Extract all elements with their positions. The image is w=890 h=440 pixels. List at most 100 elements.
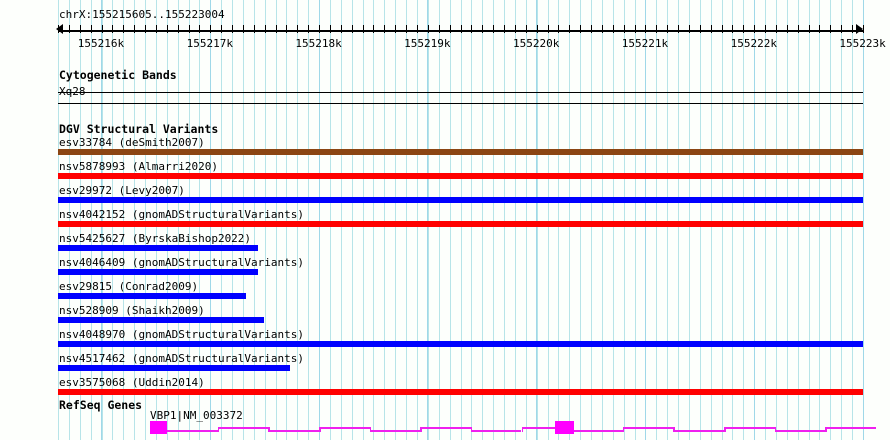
gene-intron-line xyxy=(318,427,370,429)
variant-bar[interactable] xyxy=(58,293,246,299)
gridline xyxy=(700,0,701,440)
ruler-tick xyxy=(221,25,222,33)
ruler-tick xyxy=(732,25,733,33)
gridline xyxy=(461,0,462,440)
refseq-section-title: RefSeq Genes xyxy=(59,398,143,412)
ruler-tick xyxy=(656,25,657,33)
gridline xyxy=(395,0,396,440)
variant-label[interactable]: nsv5878993 (Almarri2020) xyxy=(59,160,218,173)
ruler-tick xyxy=(91,25,92,33)
ruler-tick xyxy=(69,25,70,33)
variant-label[interactable]: esv3575068 (Uddin2014) xyxy=(59,376,205,389)
ruler-tick xyxy=(199,25,200,33)
ruler-tick xyxy=(493,25,494,33)
gridline xyxy=(450,0,451,440)
gridline xyxy=(439,0,440,440)
gene-intron-line xyxy=(470,430,522,432)
ruler-tick xyxy=(134,25,135,33)
gridline-major xyxy=(863,0,864,440)
ruler-tick xyxy=(102,25,103,33)
gridline xyxy=(373,0,374,440)
ruler-tick xyxy=(384,25,385,33)
variant-bar[interactable] xyxy=(58,269,258,275)
gridline xyxy=(308,0,309,440)
gridline xyxy=(809,0,810,440)
gene-intron-riser xyxy=(521,427,524,432)
variant-bar[interactable] xyxy=(58,341,863,347)
gridline xyxy=(656,0,657,440)
gridline xyxy=(428,0,429,440)
gene-intron-riser xyxy=(268,427,270,432)
gridline xyxy=(819,0,820,440)
ruler-tick xyxy=(254,25,255,33)
gene-intron-line xyxy=(724,427,775,429)
variant-bar[interactable] xyxy=(58,389,863,395)
variant-bar[interactable] xyxy=(58,221,863,227)
gridline xyxy=(591,0,592,440)
gridline xyxy=(613,0,614,440)
variant-label[interactable]: nsv4517462 (gnomADStructuralVariants) xyxy=(59,352,305,365)
ruler-tick xyxy=(613,25,614,33)
ruler-tick xyxy=(548,25,549,33)
ruler-tick xyxy=(471,25,472,33)
gridline xyxy=(406,0,407,440)
gene-label[interactable]: VBP1|NM_003372 xyxy=(150,409,243,422)
ruler-tick xyxy=(515,25,516,33)
ruler-tick xyxy=(156,25,157,33)
variant-bar[interactable] xyxy=(58,317,264,323)
ruler-tick xyxy=(526,25,527,33)
variant-bar[interactable] xyxy=(58,149,863,155)
gridline xyxy=(493,0,494,440)
gridline xyxy=(341,0,342,440)
ruler-tick xyxy=(439,25,440,33)
gene-exon[interactable] xyxy=(150,421,167,434)
gridline xyxy=(515,0,516,440)
gene-intron-line xyxy=(217,427,269,429)
ruler-tick xyxy=(569,25,570,33)
cytoband-track[interactable] xyxy=(58,92,863,104)
ruler-tick xyxy=(461,25,462,33)
gridline xyxy=(863,0,864,440)
variant-label[interactable]: esv33784 (deSmith2007) xyxy=(59,136,205,149)
variant-bar[interactable] xyxy=(58,365,290,371)
dgv-section-title: DGV Structural Variants xyxy=(59,122,219,136)
gridline xyxy=(635,0,636,440)
ruler-tick xyxy=(809,25,810,33)
variant-bar[interactable] xyxy=(58,173,863,179)
variant-label[interactable]: nsv528909 (Shaikh2009) xyxy=(59,304,205,317)
ruler-tick xyxy=(700,25,701,33)
variant-bar[interactable] xyxy=(58,197,863,203)
ruler-tick xyxy=(145,25,146,33)
ruler-tick xyxy=(308,25,309,33)
ruler-axis xyxy=(58,30,863,32)
variant-label[interactable]: nsv4042152 (gnomADStructuralVariants) xyxy=(59,208,305,221)
gridline xyxy=(504,0,505,440)
variant-bar[interactable] xyxy=(58,245,258,251)
variant-label[interactable]: esv29815 (Conrad2009) xyxy=(59,280,199,293)
ruler-tick xyxy=(450,25,451,33)
ruler-tick xyxy=(123,25,124,33)
ruler-tick xyxy=(286,25,287,33)
gridline xyxy=(580,0,581,440)
ruler-tick xyxy=(504,25,505,33)
ruler-tick xyxy=(841,25,842,33)
gene-exon[interactable] xyxy=(555,421,574,434)
ruler-tick xyxy=(863,25,864,33)
locus-label: chrX:155215605..155223004 xyxy=(59,8,225,21)
ruler-tick-label: 155218k xyxy=(295,37,342,50)
variant-label[interactable]: nsv4046409 (gnomADStructuralVariants) xyxy=(59,256,305,269)
gridline xyxy=(624,0,625,440)
gridline-major xyxy=(427,0,428,440)
gridline-major xyxy=(319,0,320,440)
gridline-major xyxy=(754,0,755,440)
ruler-tick xyxy=(330,25,331,33)
gene-intron-riser xyxy=(369,427,372,432)
variant-label[interactable]: nsv4048970 (gnomADStructuralVariants) xyxy=(59,328,305,341)
gridline xyxy=(482,0,483,440)
variant-label[interactable]: esv29972 (Levy2007) xyxy=(59,184,185,197)
ruler-tick xyxy=(852,25,853,33)
variant-label[interactable]: nsv5425627 (ByrskaBishop2022) xyxy=(59,232,252,245)
gridline-major xyxy=(645,0,646,440)
ruler-tick xyxy=(624,25,625,33)
